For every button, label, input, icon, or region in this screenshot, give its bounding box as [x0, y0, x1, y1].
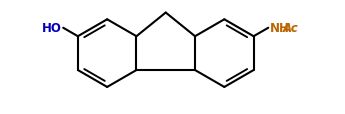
Text: HO: HO [42, 21, 61, 34]
Text: Ac: Ac [283, 22, 298, 35]
Text: NH: NH [270, 22, 290, 35]
